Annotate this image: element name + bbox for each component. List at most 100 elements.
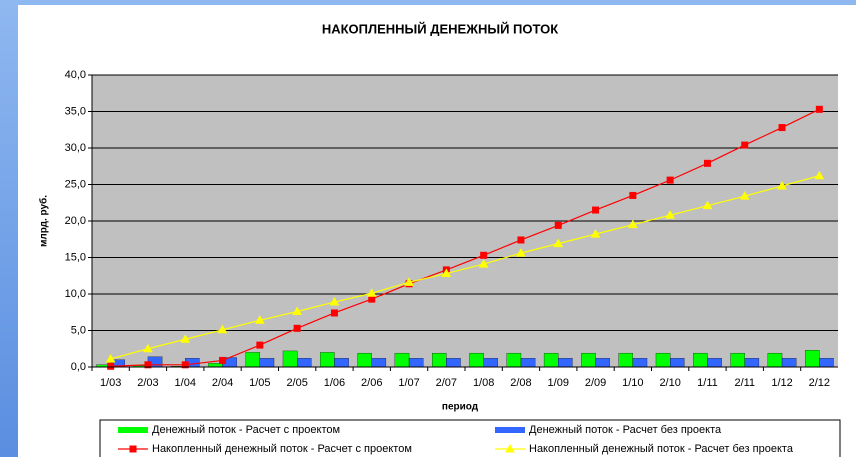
x-axis-label: период <box>442 402 479 413</box>
bar <box>259 358 275 368</box>
point <box>517 236 525 244</box>
point <box>478 259 489 268</box>
point <box>144 361 152 369</box>
x-tick-label: 2/11 <box>734 377 755 389</box>
x-tick-label: 1/08 <box>473 377 494 389</box>
legend-label: Денежный поток - Расчет без проекта <box>529 424 722 436</box>
y-tick-label: 25,0 <box>65 178 86 190</box>
bar <box>506 352 522 368</box>
point <box>627 219 638 229</box>
x-tick-label: 1/11 <box>697 377 718 389</box>
bar <box>767 352 783 368</box>
point <box>143 343 153 353</box>
y-tick-label: 20,0 <box>65 215 86 227</box>
legend-label: Денежный поток - Расчет с проектом <box>152 424 340 436</box>
bar <box>655 352 671 368</box>
point <box>665 210 676 219</box>
point <box>256 341 264 349</box>
point <box>777 180 787 190</box>
x-tick-label: 2/03 <box>137 377 158 389</box>
bar <box>819 358 834 368</box>
bar <box>730 352 745 368</box>
point <box>553 238 564 248</box>
x-tick-label: 2/08 <box>510 377 531 389</box>
bar <box>693 352 708 368</box>
point <box>778 124 786 132</box>
point <box>516 248 526 257</box>
point <box>329 297 340 306</box>
point <box>105 353 116 363</box>
point <box>666 176 674 184</box>
y-tick-label: 40,0 <box>65 69 86 81</box>
point <box>815 105 823 113</box>
bar <box>632 358 648 368</box>
point <box>814 170 825 180</box>
point <box>219 356 227 364</box>
x-tick-label: 2/06 <box>361 377 382 389</box>
point <box>703 159 711 167</box>
x-tick-label: 1/06 <box>324 377 345 389</box>
point <box>592 206 600 214</box>
line <box>110 108 820 367</box>
legend-box <box>99 419 841 457</box>
bar <box>320 352 335 368</box>
point <box>366 288 377 297</box>
bar <box>520 358 536 368</box>
point <box>404 277 414 286</box>
bar <box>334 358 349 368</box>
point <box>217 324 228 334</box>
legend-swatch <box>495 427 525 433</box>
x-tick-label: 1/04 <box>175 377 196 389</box>
bar <box>446 358 461 368</box>
x-tick-label: 2/09 <box>585 377 606 389</box>
point <box>739 191 750 200</box>
bar <box>781 358 797 368</box>
y-tick-label: 10,0 <box>65 288 86 300</box>
x-tick-label: 2/10 <box>659 377 680 389</box>
legend-swatch <box>118 427 148 433</box>
point <box>441 268 452 278</box>
x-tick-label: 1/12 <box>771 377 792 389</box>
bar <box>296 358 312 368</box>
x-tick-label: 2/04 <box>212 377 233 389</box>
bar <box>543 352 559 368</box>
x-tick-label: 1/10 <box>622 377 643 389</box>
x-tick-label: 2/12 <box>809 377 830 389</box>
legend-label: Накопленный денежный поток - Расчет без … <box>529 443 794 455</box>
bar <box>469 352 484 368</box>
bar <box>245 352 260 368</box>
point <box>180 334 191 343</box>
y-tick-label: 15,0 <box>65 251 86 263</box>
y-tick-label: 30,0 <box>65 142 86 154</box>
bar <box>707 358 722 368</box>
point <box>702 200 713 210</box>
y-tick-label: 35,0 <box>65 105 86 117</box>
legend-marker <box>505 443 515 453</box>
x-tick-label: 1/07 <box>398 377 419 389</box>
bar <box>282 350 298 368</box>
point <box>629 191 637 199</box>
x-tick-label: 2/07 <box>436 377 457 389</box>
bar <box>581 352 596 368</box>
chart-title: НАКОПЛЕННЫЙ ДЕНЕЖНЫЙ ПОТОК <box>322 21 558 36</box>
legend-label: Накопленный денежный поток - Расчет с пр… <box>152 443 412 455</box>
x-tick-label: 1/03 <box>100 377 121 389</box>
x-tick-label: 2/05 <box>286 377 307 389</box>
y-axis-label: млрд. руб. <box>38 195 50 247</box>
bar <box>558 358 573 368</box>
bar <box>357 352 372 368</box>
x-tick-label: 1/05 <box>249 377 270 389</box>
bar <box>595 358 610 368</box>
point <box>292 306 303 316</box>
bar <box>432 352 447 368</box>
point <box>330 309 338 317</box>
y-tick-label: 5,0 <box>71 324 86 336</box>
point <box>590 229 601 238</box>
bar <box>805 350 820 368</box>
bar <box>744 358 760 368</box>
point <box>254 315 265 324</box>
bar <box>618 352 634 368</box>
point <box>368 295 376 303</box>
y-tick-label: 0,0 <box>71 361 86 373</box>
